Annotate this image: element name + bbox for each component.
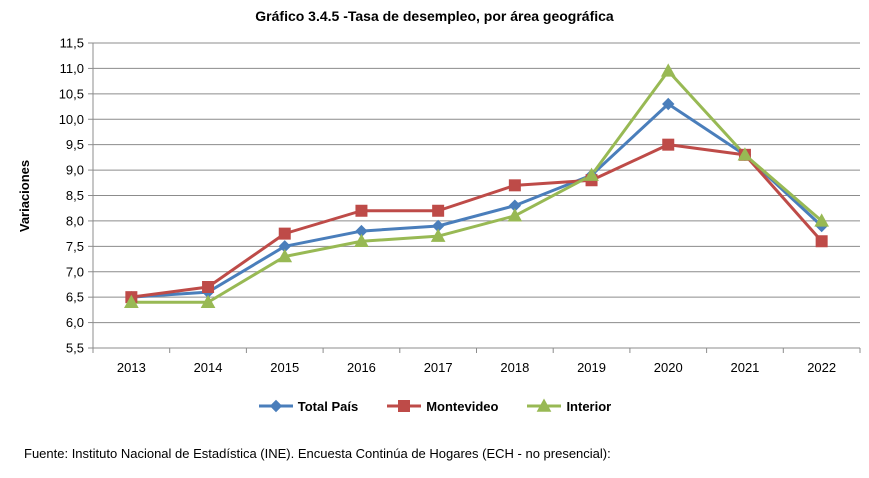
- y-tick-label: 6,0: [66, 315, 84, 330]
- x-tick-label: 2016: [347, 360, 376, 375]
- data-point-interior: [354, 233, 369, 247]
- legend-item-montevideo: Montevideo: [386, 398, 498, 414]
- source-note: Fuente: Instituto Nacional de Estadístic…: [24, 446, 611, 461]
- y-axis-title: Variaciones: [17, 160, 32, 232]
- data-point-montevideo: [278, 227, 291, 240]
- series-line-montevideo: [131, 143, 823, 299]
- x-tick-labels: 2013 2014 2015 2016 2017 2018 2019 2020 2021 2022: [117, 360, 836, 375]
- legend: Total País Montevideo Interior: [0, 398, 869, 414]
- series-line-total-pa-s: [131, 102, 823, 299]
- data-point-interior: [200, 294, 216, 308]
- data-point-montevideo: [508, 179, 521, 192]
- x-tick-label: 2021: [730, 360, 759, 375]
- series-lines: [131, 69, 823, 304]
- y-tick-label: 5,5: [66, 341, 84, 356]
- data-point-interior: [584, 167, 599, 181]
- legend-label: Montevideo: [426, 398, 499, 414]
- data-point-montevideo: [662, 138, 675, 151]
- y-tick-label: 8,5: [66, 188, 84, 203]
- legend-label: Total País: [297, 398, 359, 414]
- y-tick-label: 6,5: [66, 290, 84, 305]
- legend-swatch-total-pa-s: [258, 399, 293, 413]
- data-point-interior: [124, 294, 139, 308]
- legend-label: Interior: [566, 398, 612, 414]
- data-point-interior: [660, 63, 676, 77]
- x-tick-label: 2019: [577, 360, 606, 375]
- x-tick-label: 2015: [270, 360, 299, 375]
- chart-title: Gráfico 3.4.5 -Tasa de desempleo, por ár…: [255, 8, 614, 24]
- y-tick-label: 9,0: [66, 163, 84, 178]
- x-tick-label: 2018: [500, 360, 529, 375]
- data-point-interior: [814, 213, 829, 227]
- data-point-total-pa-s: [662, 97, 675, 111]
- data-point-montevideo: [355, 204, 368, 217]
- legend-marker: [398, 400, 411, 412]
- y-tick-label: 10,0: [59, 112, 84, 127]
- data-point-montevideo: [202, 281, 215, 293]
- axes: [88, 42, 861, 353]
- legend-swatch-montevideo: [387, 400, 422, 412]
- x-tick-label: 2013: [117, 360, 146, 375]
- data-point-interior: [430, 228, 446, 242]
- data-point-interior: [277, 248, 293, 263]
- data-point-montevideo: [432, 204, 445, 217]
- series-line-interior: [131, 69, 823, 304]
- x-tick-label: 2022: [807, 360, 836, 375]
- legend-item-total-pa-s: Total País: [258, 398, 358, 414]
- gridlines: [93, 42, 860, 349]
- y-tick-label: 11,0: [60, 61, 84, 76]
- y-tick-label: 7,0: [66, 264, 84, 279]
- x-tick-label: 2020: [654, 360, 683, 375]
- y-tick-labels: 5,5 6,0 6,5 7,0 7,5 8,0 8,5 9,0 9,5 10,0 10,5 11,0 1…: [59, 36, 84, 356]
- data-point-montevideo: [815, 235, 828, 248]
- y-tick-label: 8,0: [66, 213, 84, 228]
- x-tick-label: 2017: [424, 360, 453, 375]
- y-tick-label: 7,5: [66, 239, 84, 254]
- legend-item-interior: Interior: [526, 398, 611, 414]
- series-markers: [124, 63, 829, 308]
- y-tick-label: 9,5: [66, 137, 84, 152]
- legend-swatch-interior: [527, 398, 562, 412]
- y-tick-label: 11,5: [60, 36, 84, 51]
- legend-marker: [537, 398, 552, 412]
- y-tick-label: 10,5: [59, 86, 84, 101]
- x-tick-label: 2014: [194, 360, 223, 375]
- data-point-interior: [507, 208, 523, 222]
- data-point-interior: [737, 147, 753, 161]
- legend-marker: [269, 399, 282, 413]
